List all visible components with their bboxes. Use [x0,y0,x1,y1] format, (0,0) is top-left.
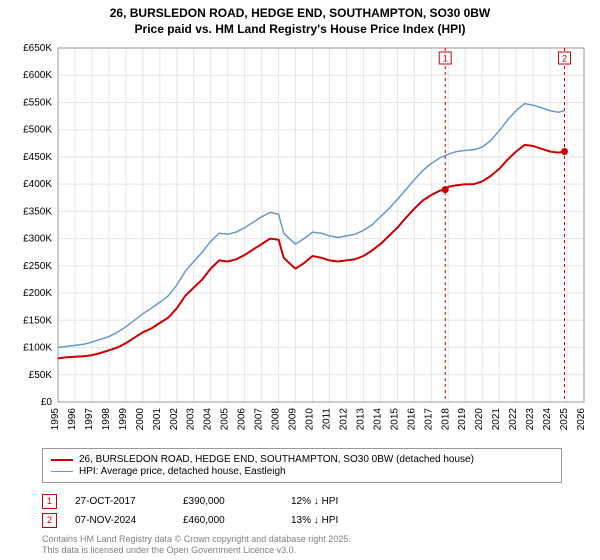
svg-text:2020: 2020 [474,408,485,431]
sale-row: 1 27-OCT-2017 £390,000 12% ↓ HPI [42,494,562,509]
svg-text:2005: 2005 [220,408,231,431]
sale-rows: 1 27-OCT-2017 £390,000 12% ↓ HPI 2 07-NOV-202… [42,490,562,532]
svg-text:2015: 2015 [389,408,400,431]
chart-title: 26, BURSLEDON ROAD, HEDGE END, SOUTHAMPT… [0,0,600,37]
svg-text:£500K: £500K [23,125,52,136]
svg-text:1997: 1997 [84,408,95,431]
legend-label: HPI: Average price, detached house, East… [79,466,286,477]
svg-text:2011: 2011 [321,408,332,430]
copyright-line-2: This data is licensed under the Open Gov… [42,545,296,555]
title-line-1: 26, BURSLEDON ROAD, HEDGE END, SOUTHAMPT… [110,6,491,20]
svg-text:1999: 1999 [118,408,129,431]
legend-item: HPI: Average price, detached house, East… [51,466,553,477]
svg-text:1996: 1996 [67,408,78,431]
svg-text:1995: 1995 [50,408,61,431]
sale-delta: 12% ↓ HPI [291,496,381,507]
svg-text:2002: 2002 [169,408,180,431]
svg-text:£150K: £150K [23,315,52,326]
svg-text:2006: 2006 [237,408,248,431]
svg-text:2007: 2007 [254,408,265,431]
svg-text:£0: £0 [41,397,53,408]
sale-date: 27-OCT-2017 [75,496,165,507]
svg-text:2003: 2003 [186,408,197,431]
svg-text:1: 1 [443,54,448,64]
svg-text:2016: 2016 [406,408,417,431]
title-line-2: Price paid vs. HM Land Registry's House … [135,22,466,36]
legend-box: 26, BURSLEDON ROAD, HEDGE END, SOUTHAMPT… [42,448,562,483]
legend-swatch [51,471,73,472]
svg-text:2008: 2008 [271,408,282,431]
sale-delta: 13% ↓ HPI [291,515,381,526]
legend-swatch [51,459,73,461]
svg-text:2018: 2018 [440,408,451,431]
svg-text:2012: 2012 [338,408,349,431]
svg-text:£450K: £450K [23,152,52,163]
svg-text:2022: 2022 [508,408,519,431]
svg-text:£300K: £300K [23,234,52,245]
svg-text:£650K: £650K [23,43,52,54]
svg-text:£400K: £400K [23,179,52,190]
svg-text:£250K: £250K [23,261,52,272]
svg-text:£600K: £600K [23,70,52,81]
svg-text:2004: 2004 [203,408,214,431]
sale-marker: 1 [42,494,57,509]
sale-price: £460,000 [183,515,273,526]
svg-text:2009: 2009 [288,408,299,431]
svg-text:2014: 2014 [372,408,383,431]
svg-text:£200K: £200K [23,288,52,299]
chart-container: 26, BURSLEDON ROAD, HEDGE END, SOUTHAMPT… [0,0,600,560]
svg-text:£350K: £350K [23,206,52,217]
svg-text:2017: 2017 [423,408,434,431]
sale-date: 07-NOV-2024 [75,515,165,526]
svg-text:£50K: £50K [29,370,53,381]
svg-text:2001: 2001 [152,408,163,431]
svg-text:2013: 2013 [355,408,366,431]
svg-text:2024: 2024 [542,408,553,431]
svg-text:2026: 2026 [576,408,587,431]
copyright-line-1: Contains HM Land Registry data © Crown c… [42,534,351,544]
svg-text:£550K: £550K [23,97,52,108]
legend-item: 26, BURSLEDON ROAD, HEDGE END, SOUTHAMPT… [51,454,553,465]
svg-text:2019: 2019 [457,408,468,431]
chart-svg: £0 £50K £100K £150K £200K £250K £300K £350K £400… [10,42,590,442]
copyright-notice: Contains HM Land Registry data © Crown c… [42,534,351,557]
svg-text:2000: 2000 [135,408,146,431]
legend-label: 26, BURSLEDON ROAD, HEDGE END, SOUTHAMPT… [79,454,474,465]
svg-text:1998: 1998 [101,408,112,431]
svg-text:2021: 2021 [491,408,502,431]
chart-plot-area: £0 £50K £100K £150K £200K £250K £300K £350K £400… [10,42,590,442]
svg-text:2025: 2025 [559,408,570,431]
sale-price: £390,000 [183,496,273,507]
svg-text:2010: 2010 [305,408,316,431]
svg-text:2023: 2023 [525,408,536,431]
svg-text:2: 2 [562,54,567,64]
svg-text:£100K: £100K [23,343,52,354]
sale-marker: 2 [42,513,57,528]
sale-row: 2 07-NOV-2024 £460,000 13% ↓ HPI [42,513,562,528]
